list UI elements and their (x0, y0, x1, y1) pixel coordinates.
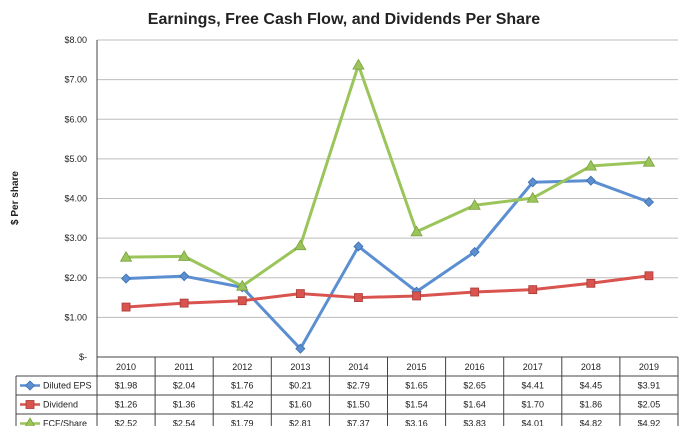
data-table: 2010 2011 2012 2013 2014 2015 2016 2017 2018 2019… (15, 40, 679, 426)
data-label: $1.26 (115, 400, 138, 410)
x-tick-label: 2014 (348, 362, 368, 372)
y-tick-label: $2.00 (64, 273, 87, 283)
series-line (126, 63, 650, 288)
data-point (643, 197, 655, 208)
data-label: $1.60 (289, 400, 312, 410)
data-label: $1.36 (173, 400, 196, 410)
data-label: $4.01 (521, 419, 544, 426)
data-label: $3.91 (638, 381, 661, 391)
y-tick-label: $- (79, 352, 87, 362)
data-label: $1.98 (115, 381, 138, 391)
data-label: $2.79 (347, 381, 370, 391)
data-label: $1.50 (347, 400, 370, 410)
data-label: $0.21 (289, 381, 312, 391)
data-label: $1.42 (231, 400, 254, 410)
data-point (527, 177, 538, 188)
data-label: $1.76 (231, 381, 254, 391)
gridlines (97, 39, 678, 358)
data-point (412, 291, 421, 301)
data-label: $4.45 (580, 381, 603, 391)
data-point (236, 279, 249, 291)
data-point (121, 302, 131, 312)
x-tick-label: 2017 (523, 362, 543, 372)
x-tick-label: 2016 (465, 362, 485, 372)
data-label: $7.37 (347, 419, 370, 426)
chart-title: Earnings, Free Cash Flow, and Dividends … (148, 11, 541, 28)
data-label: $1.64 (463, 400, 486, 410)
data-label: $4.92 (638, 419, 661, 426)
data-point (24, 417, 36, 426)
data-label: $3.16 (405, 419, 428, 426)
legend-entry: FCF/Share (20, 417, 87, 426)
legend-label: Dividend (43, 400, 78, 410)
data-point (468, 198, 481, 210)
data-label: $1.65 (405, 381, 428, 391)
data-label: $1.70 (521, 400, 544, 410)
data-point (642, 155, 656, 167)
series-fcf-share (119, 58, 656, 291)
data-label: $2.04 (173, 381, 196, 391)
data-label: $2.05 (638, 400, 661, 410)
data-label: $1.86 (580, 400, 603, 410)
x-tick-label: 2015 (407, 362, 427, 372)
x-tick-label: 2011 (174, 362, 193, 372)
data-point (585, 175, 596, 186)
data-point (294, 239, 307, 251)
data-point (586, 278, 596, 288)
data-label: $1.54 (405, 400, 428, 410)
y-tick-label: $5.00 (64, 154, 87, 164)
data-point (470, 287, 480, 297)
data-label: $1.79 (231, 419, 254, 426)
legend-entry: Dividend (20, 400, 78, 410)
data-label: $4.82 (580, 419, 603, 426)
series-layer (119, 58, 656, 354)
data-point (24, 380, 36, 391)
data-label: $2.81 (289, 419, 312, 426)
x-tick-label: 2013 (290, 362, 310, 372)
data-point (295, 289, 305, 299)
data-point (25, 400, 35, 409)
legend-entry: Diluted EPS (20, 380, 92, 391)
data-point (354, 293, 363, 302)
series-line (125, 179, 650, 351)
x-tick-label: 2010 (116, 362, 136, 372)
y-tick-label: $4.00 (64, 194, 87, 204)
data-point (584, 159, 598, 171)
data-point (120, 273, 132, 284)
data-point (237, 296, 247, 306)
legend-label: FCF/Share (43, 419, 87, 426)
y-tick-label: $7.00 (64, 75, 87, 85)
series-dividend (121, 271, 654, 312)
data-label: $3.83 (463, 419, 486, 426)
data-point (410, 225, 423, 237)
x-tick-label: 2018 (581, 362, 601, 372)
data-point (644, 271, 654, 281)
data-point (295, 343, 306, 354)
data-label: $2.54 (173, 419, 196, 426)
data-point (469, 246, 480, 258)
data-point (179, 271, 190, 282)
data-point (526, 191, 539, 203)
data-point (352, 58, 365, 70)
x-tick-label: 2019 (639, 362, 659, 372)
x-tick-label: 2012 (232, 362, 252, 372)
y-tick-label: $6.00 (64, 114, 87, 124)
y-tick-labels: $- $1.00 $2.00 $3.00 $4.00 $5.00 $6.00 $7.00 $8.… (64, 35, 87, 362)
data-point (353, 241, 364, 252)
y-tick-label: $8.00 (64, 35, 87, 45)
series-line (125, 274, 650, 309)
data-point (179, 298, 189, 308)
y-axis-label: $ Per share (10, 171, 21, 225)
y-tick-label: $3.00 (64, 233, 87, 243)
legend-label: Diluted EPS (43, 381, 92, 391)
data-label: $2.65 (463, 381, 486, 391)
data-point (119, 250, 133, 262)
y-tick-label: $1.00 (64, 312, 87, 322)
data-label: $2.52 (115, 419, 138, 426)
data-point (177, 250, 191, 261)
data-point (528, 285, 538, 295)
data-label: $4.41 (521, 381, 544, 391)
